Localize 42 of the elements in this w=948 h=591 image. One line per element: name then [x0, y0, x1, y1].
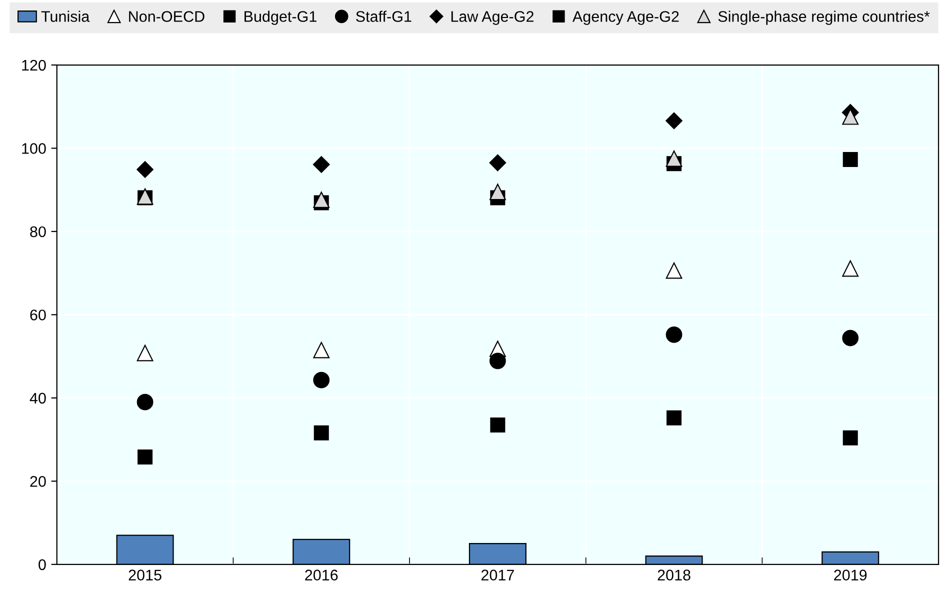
x-tick-label: 2017 [481, 570, 514, 580]
y-tick-label: 60 [30, 310, 46, 320]
legend-label: Agency Age-G2 [572, 11, 679, 25]
y-tick-label: 0 [38, 559, 46, 570]
point [490, 417, 506, 432]
legend-label: Tunisia [41, 10, 90, 22]
point [136, 161, 154, 178]
point [842, 108, 859, 125]
point [136, 344, 154, 362]
point [312, 156, 330, 173]
point [313, 342, 330, 358]
y-tick-label: 40 [30, 392, 46, 404]
point [842, 330, 859, 346]
x-tick-label: 2016 [305, 570, 338, 580]
x-tick-label: 2019 [834, 570, 867, 580]
legend-label: Budget-G1 [244, 10, 316, 25]
legend-label: Single-phase regime countries* [718, 10, 930, 25]
x-tick-label: 2015 [128, 570, 162, 580]
point [666, 326, 682, 343]
point [490, 352, 506, 370]
legend-label: Non-OECD [129, 11, 204, 22]
point [666, 262, 682, 279]
y-tick-label: 120 [22, 60, 46, 71]
point [313, 372, 330, 388]
x-tick-label: 2018 [658, 570, 690, 580]
legend-label: Law Age-G2 [451, 11, 534, 25]
y-tick-label: 20 [30, 476, 46, 487]
point [666, 112, 682, 130]
point [842, 152, 858, 167]
point [842, 260, 859, 277]
point [138, 450, 153, 465]
point [313, 192, 330, 208]
point [842, 430, 858, 446]
point [666, 410, 682, 426]
point [136, 394, 154, 410]
point [489, 154, 506, 172]
point [666, 150, 682, 167]
point [490, 184, 506, 200]
y-tick-label: 80 [30, 226, 46, 238]
legend-label: Staff-G1 [356, 10, 412, 22]
y-tick-label: 100 [22, 143, 46, 154]
point [314, 425, 329, 440]
